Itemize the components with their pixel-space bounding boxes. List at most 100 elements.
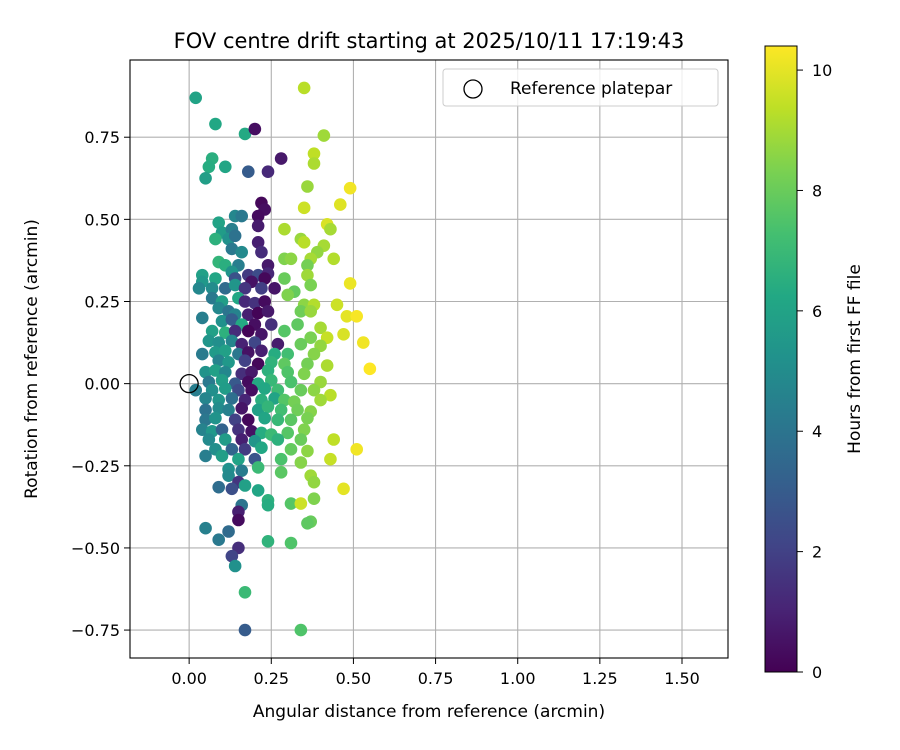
- data-point: [307, 383, 321, 397]
- data-point: [301, 180, 314, 193]
- y-tick-label: −0.75: [71, 621, 120, 640]
- data-point: [314, 393, 327, 407]
- data-point: [261, 364, 275, 377]
- data-point: [212, 216, 226, 229]
- data-point: [251, 306, 265, 320]
- data-point: [327, 433, 341, 446]
- data-point: [251, 484, 265, 497]
- data-point: [356, 336, 370, 349]
- data-point: [245, 424, 258, 438]
- data-point: [261, 535, 275, 548]
- data-point: [327, 252, 341, 266]
- data-point: [235, 209, 249, 223]
- data-point: [258, 272, 272, 285]
- data-point: [251, 209, 265, 223]
- data-point: [241, 413, 255, 427]
- data-point: [301, 357, 314, 371]
- data-point: [218, 433, 232, 446]
- data-point: [307, 475, 321, 489]
- data-point: [225, 313, 239, 326]
- data-point: [343, 277, 357, 290]
- data-point: [304, 278, 318, 292]
- data-point: [209, 117, 222, 131]
- data-point: [261, 498, 275, 512]
- data-point: [278, 393, 291, 407]
- data-point: [284, 375, 298, 389]
- data-point: [222, 355, 235, 369]
- x-tick-label: 0.75: [418, 669, 454, 688]
- axes-frame: [129, 59, 729, 659]
- x-tick-label: 1.00: [500, 669, 536, 688]
- data-point: [301, 444, 314, 458]
- data-point: [363, 362, 377, 376]
- data-point: [291, 318, 304, 331]
- data-point: [225, 443, 239, 456]
- data-point: [202, 433, 216, 446]
- reference-platepar-marker: [179, 373, 199, 394]
- data-point: [337, 482, 350, 496]
- x-tick-label: 0.50: [336, 669, 372, 688]
- data-point: [189, 91, 203, 105]
- data-point: [238, 479, 252, 492]
- data-point: [238, 623, 252, 637]
- data-point: [301, 516, 314, 530]
- data-point: [284, 497, 298, 510]
- data-point: [307, 492, 321, 505]
- data-point: [238, 443, 252, 456]
- colorbar-tick-label: 0: [812, 663, 822, 682]
- y-tick-label: 0.00: [84, 375, 120, 394]
- data-point: [271, 433, 285, 446]
- data-point: [199, 521, 212, 535]
- data-point: [294, 433, 308, 446]
- y-tick-label: 0.25: [84, 293, 120, 312]
- data-point: [209, 232, 222, 246]
- data-point: [284, 536, 298, 550]
- data-point: [248, 122, 262, 136]
- data-point: [294, 623, 308, 637]
- data-point: [238, 282, 252, 295]
- data-point: [212, 354, 226, 367]
- x-tick-label: 0.00: [171, 669, 207, 688]
- data-point: [245, 383, 258, 397]
- colorbar-tick-label: 6: [812, 302, 822, 321]
- data-point: [261, 165, 275, 179]
- legend: Reference platepar: [442, 68, 719, 107]
- data-point: [294, 456, 308, 469]
- data-point: [232, 452, 245, 466]
- data-point: [261, 305, 275, 318]
- data-point: [271, 337, 285, 351]
- legend-entry-reference-platepar: Reference platepar: [510, 79, 672, 99]
- x-tick-label: 1.50: [664, 669, 700, 688]
- data-point: [228, 324, 242, 338]
- data-point: [297, 367, 311, 381]
- chart-title: FOV centre drift starting at 2025/10/11 …: [174, 29, 685, 53]
- data-point: [199, 413, 212, 427]
- data-point: [222, 403, 235, 417]
- data-point: [241, 324, 255, 338]
- data-point: [212, 480, 226, 494]
- grid-lines: [130, 60, 728, 658]
- colorbar-frame: [764, 45, 798, 673]
- data-point: [255, 245, 268, 259]
- data-point: [307, 157, 321, 170]
- legend-marker-icon: [463, 79, 483, 99]
- data-point: [307, 347, 321, 361]
- data-point: [301, 259, 314, 272]
- data-point: [235, 464, 249, 478]
- data-point: [218, 160, 232, 174]
- data-point: [314, 321, 327, 335]
- data-point: [297, 81, 311, 95]
- data-point: [304, 331, 318, 344]
- data-point: [281, 365, 295, 379]
- data-point: [278, 222, 291, 236]
- data-point: [225, 482, 239, 496]
- legend-box: [442, 68, 719, 107]
- data-point: [271, 413, 285, 427]
- data-point: [274, 466, 288, 479]
- data-point: [212, 401, 226, 415]
- data-point: [301, 411, 314, 425]
- data-point: [294, 305, 308, 318]
- data-point: [212, 533, 226, 547]
- data-point: [209, 364, 222, 377]
